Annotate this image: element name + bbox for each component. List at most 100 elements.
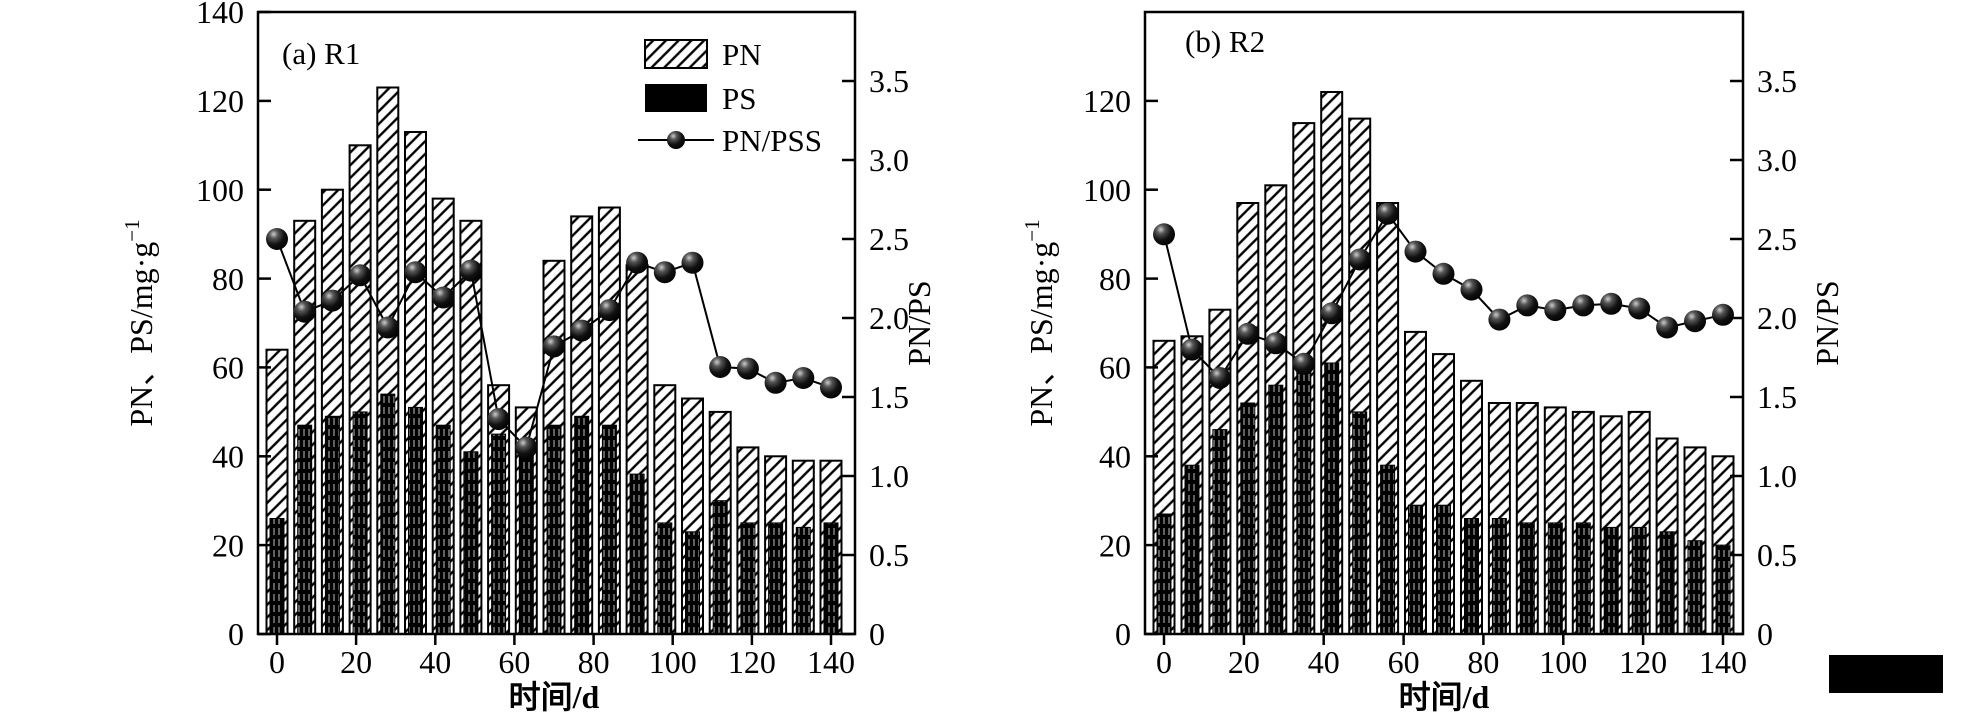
plot-border	[1143, 10, 1745, 636]
ratio-marker	[653, 261, 676, 284]
ratio-marker	[820, 376, 842, 399]
ratio-marker	[709, 356, 732, 378]
ratio-marker	[1600, 292, 1623, 315]
ps-bar	[685, 531, 700, 635]
ratio-marker	[1320, 302, 1343, 325]
ratio-marker	[570, 319, 593, 342]
ratio-marker	[736, 357, 759, 380]
black-redaction-rectangle	[1829, 655, 1943, 693]
panel-label: (a) R1	[282, 36, 360, 71]
left-tick-label: 140	[196, 0, 244, 30]
ps-bar	[408, 406, 423, 635]
ps-bar	[352, 411, 368, 635]
ratio-marker	[1348, 248, 1371, 271]
legend-label: PS	[722, 81, 756, 116]
ratio-marker	[681, 251, 704, 274]
ratio-marker	[1488, 308, 1511, 331]
ps-bar	[1352, 411, 1368, 635]
ratio-marker	[1376, 202, 1399, 225]
left-tick-label: 0	[1115, 616, 1131, 652]
x-tick-label: 80	[578, 644, 610, 680]
right-tick-label: 1.5	[1757, 379, 1797, 415]
x-tick-label: 140	[1699, 644, 1747, 680]
ratio-marker	[1712, 303, 1734, 326]
ratio-marker	[598, 299, 621, 322]
ratio-marker	[1404, 240, 1427, 263]
right-axis: 0 0.5 1.0 1.5 2.0 2.5 3.0 3.5	[1730, 63, 1797, 652]
right-tick-label: 1.5	[869, 379, 909, 415]
ps-bar	[1184, 464, 1200, 635]
ps-bar	[1324, 362, 1340, 635]
left-tick-label: 20	[212, 527, 244, 563]
x-tick-label: 140	[807, 644, 855, 680]
left-tick-label: 80	[1099, 261, 1131, 297]
x-axis-title: 时间/d	[1399, 679, 1490, 715]
ps-bar	[1436, 504, 1451, 635]
ps-bar	[1519, 522, 1535, 635]
ratio-marker	[376, 316, 399, 339]
left-axis: 0 20 40 60 80 100 120 140	[196, 0, 271, 652]
ps-bar	[601, 424, 617, 635]
x-tick-label: 60	[1388, 644, 1420, 680]
panel-r1: 0 20 40 60 80 100 120 140 0 0.5 1.0 1.5 2.0 2.5 3.0 3.5…	[120, 0, 937, 715]
ratio-marker	[432, 286, 455, 309]
legend-swatch-pn	[644, 39, 708, 69]
ratio-marker	[293, 300, 316, 323]
y-axis-title: PN、PS/mg·g−1	[120, 219, 159, 426]
ps-bar	[324, 415, 340, 635]
ps-bar	[740, 522, 756, 635]
ps-bar	[1464, 518, 1479, 635]
ratio-marker	[1208, 367, 1231, 389]
ps-bar	[1491, 518, 1507, 635]
ratio-marker	[1544, 299, 1567, 322]
y-axis-title: PN、PS/mg·g−1	[1020, 219, 1059, 426]
ratio-marker	[1153, 223, 1175, 246]
y2-axis-title: PN/PS	[901, 280, 937, 365]
left-tick-label: 100	[1083, 172, 1131, 208]
x-tick-label: 80	[1467, 644, 1499, 680]
ps-bar	[629, 473, 645, 635]
legend-swatch-ps	[645, 84, 707, 112]
left-tick-label: 120	[1083, 83, 1131, 119]
right-tick-label: 0.5	[869, 537, 909, 573]
ps-bar	[1631, 526, 1647, 635]
x-axis: 0 20 40 60 80 100 120 140	[269, 634, 855, 680]
left-tick-label: 120	[196, 83, 244, 119]
ratio-marker	[1460, 278, 1483, 301]
y2-axis-title: PN/PS	[1809, 280, 1845, 365]
right-axis: 0 0.5 1.0 1.5 2.0 2.5 3.0 3.5	[842, 63, 909, 652]
ratio-marker	[1292, 352, 1315, 375]
left-tick-label: 20	[1099, 527, 1131, 563]
x-tick-label: 100	[649, 644, 697, 680]
ratio-marker	[1628, 297, 1651, 320]
right-tick-label: 0	[869, 616, 885, 652]
ps-bar	[1715, 544, 1731, 635]
x-tick-label: 100	[1539, 644, 1587, 680]
right-tick-label: 0.5	[1757, 537, 1797, 573]
ps-bar	[657, 522, 673, 635]
ps-bar	[1603, 526, 1619, 635]
ps-bar	[574, 415, 590, 635]
right-tick-label: 2.0	[869, 300, 909, 336]
x-tick-label: 0	[269, 644, 285, 680]
legend-label: PN	[722, 37, 762, 72]
ratio-marker	[404, 261, 427, 284]
ratio-marker	[321, 289, 344, 312]
ps-bar	[1296, 362, 1312, 635]
ratio-marker	[515, 436, 538, 459]
ratio-marker	[1264, 332, 1287, 355]
legend-marker	[667, 131, 685, 149]
ratio-marker	[1684, 310, 1706, 333]
x-tick-label: 120	[1619, 644, 1667, 680]
ps-bar	[297, 424, 313, 635]
ps-bar	[1380, 464, 1396, 635]
right-tick-label: 2.5	[869, 221, 909, 257]
x-tick-label: 20	[1228, 644, 1260, 680]
left-tick-label: 40	[1099, 439, 1131, 475]
ps-bar	[1240, 402, 1256, 635]
ratio-marker	[349, 264, 372, 287]
bars-group	[1152, 91, 1735, 636]
ps-bar	[795, 526, 811, 635]
